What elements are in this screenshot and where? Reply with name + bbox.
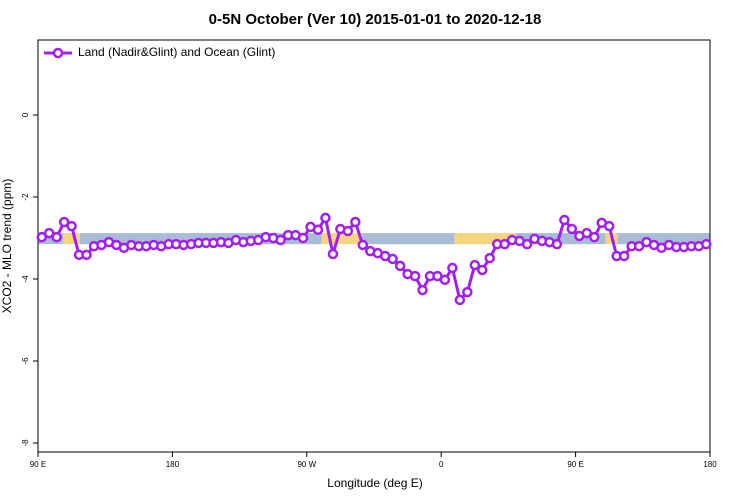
surface-band-segment	[454, 233, 516, 245]
data-point	[350, 216, 361, 228]
x-axis-label: Longitude (deg E)	[327, 476, 422, 490]
y-tick-label: -8	[21, 439, 30, 447]
data-point	[387, 253, 398, 265]
data-point	[469, 259, 481, 271]
data-point	[447, 262, 458, 274]
data-point	[342, 225, 354, 237]
data-point	[499, 238, 510, 250]
y-tick-label: -2	[21, 193, 30, 201]
data-point	[477, 264, 488, 276]
surface-band-segment	[362, 233, 455, 245]
y-tick-label: 0	[21, 112, 30, 117]
data-point	[521, 238, 533, 250]
data-point	[357, 239, 369, 251]
surface-band-segment	[63, 233, 80, 245]
data-point	[589, 231, 600, 243]
data-point	[559, 214, 570, 226]
x-tick-label: 90 E	[30, 460, 46, 469]
x-tick-label: 180	[703, 460, 717, 469]
legend-label: Land (Nadir&Glint) and Ocean (Glint)	[78, 45, 275, 59]
data-point	[462, 286, 473, 298]
data-point	[320, 212, 331, 224]
data-point	[566, 223, 578, 235]
data-point	[633, 240, 645, 252]
surface-band-segment	[38, 233, 64, 245]
data-point	[66, 220, 77, 232]
surface-band-segment	[515, 233, 606, 245]
data-point	[275, 234, 286, 246]
data-point	[417, 284, 428, 296]
legend-marker	[52, 47, 64, 59]
surface-band-segment	[617, 233, 710, 245]
x-tick-label: 0	[439, 460, 444, 469]
data-point	[603, 220, 615, 232]
data-point	[484, 252, 495, 264]
data-point	[51, 231, 62, 243]
y-tick-label: -6	[21, 357, 30, 365]
data-point	[81, 249, 92, 261]
x-tick-label: 180	[166, 460, 180, 469]
data-point	[439, 274, 451, 286]
data-point	[409, 270, 421, 282]
data-point	[581, 227, 593, 239]
data-point	[36, 231, 47, 243]
data-point	[312, 224, 324, 236]
surface-band-segment	[321, 233, 363, 245]
data-point	[58, 216, 70, 228]
x-tick-label: 90 E	[567, 460, 583, 469]
y-axis-label: XCO2 - MLO trend (ppm)	[0, 179, 14, 314]
data-point	[297, 232, 309, 244]
chart-title: 0-5N October (Ver 10) 2015-01-01 to 2020…	[209, 11, 542, 28]
data-point	[43, 227, 55, 239]
data-point	[618, 250, 630, 262]
data-point	[394, 260, 406, 272]
x-tick-label: 90 W	[297, 460, 316, 469]
data-point	[701, 238, 712, 250]
data-point	[454, 294, 466, 306]
y-tick-label: -4	[21, 275, 30, 283]
data-point	[327, 248, 339, 260]
data-point	[551, 238, 563, 250]
